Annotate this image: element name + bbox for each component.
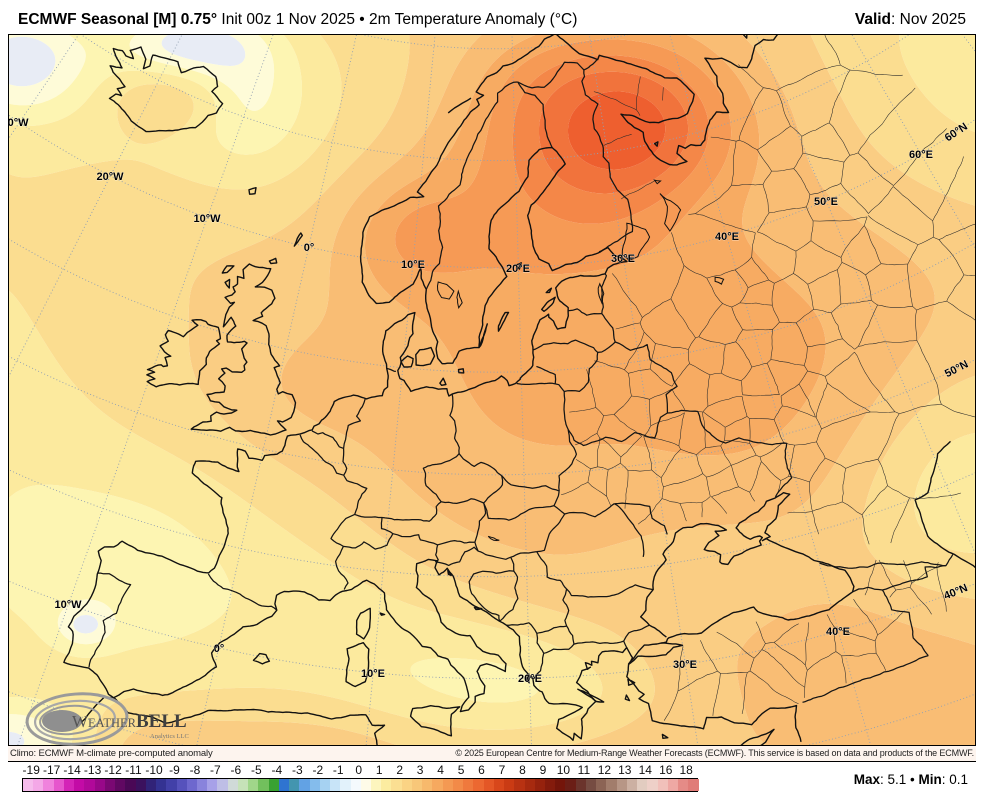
svg-text:20°E: 20°E xyxy=(518,673,542,685)
svg-text:10°W: 10°W xyxy=(54,599,82,611)
svg-text:10°E: 10°E xyxy=(401,259,425,271)
svg-text:20°W: 20°W xyxy=(96,171,124,183)
svg-text:40°E: 40°E xyxy=(826,626,850,638)
svg-text:50°E: 50°E xyxy=(814,196,838,208)
svg-text:30°E: 30°E xyxy=(611,253,635,265)
svg-text:WEATHERBELL: WEATHERBELL xyxy=(72,711,187,732)
svg-text:0°: 0° xyxy=(214,643,225,655)
svg-text:30°W: 30°W xyxy=(8,117,29,129)
svg-text:Analytics LLC: Analytics LLC xyxy=(150,733,189,740)
svg-text:60°E: 60°E xyxy=(909,149,933,161)
svg-text:0°: 0° xyxy=(304,242,315,254)
svg-text:20°E: 20°E xyxy=(506,263,530,275)
svg-text:30°E: 30°E xyxy=(673,659,697,671)
svg-text:10°E: 10°E xyxy=(361,668,385,680)
svg-text:10°W: 10°W xyxy=(193,213,221,225)
svg-text:40°E: 40°E xyxy=(715,231,739,243)
